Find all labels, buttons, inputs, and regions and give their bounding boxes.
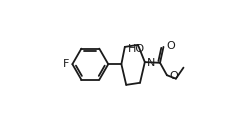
- Text: HO: HO: [128, 44, 145, 54]
- Text: F: F: [63, 59, 69, 69]
- Text: O: O: [170, 71, 178, 81]
- Text: O: O: [167, 41, 175, 51]
- Text: N: N: [147, 58, 155, 68]
